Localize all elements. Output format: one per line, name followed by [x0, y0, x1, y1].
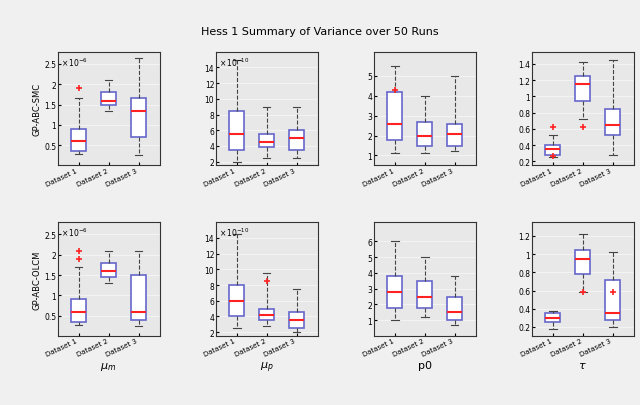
- Text: Hess 1 Summary of Variance over 50 Runs: Hess 1 Summary of Variance over 50 Runs: [201, 26, 439, 36]
- PathPatch shape: [387, 276, 403, 308]
- PathPatch shape: [100, 93, 116, 105]
- X-axis label: $\mu_m$: $\mu_m$: [100, 360, 116, 372]
- PathPatch shape: [289, 313, 305, 328]
- Text: $\times\,10^{-6}$: $\times\,10^{-6}$: [61, 226, 88, 239]
- PathPatch shape: [417, 122, 433, 146]
- PathPatch shape: [387, 92, 403, 140]
- PathPatch shape: [259, 309, 275, 320]
- PathPatch shape: [575, 250, 591, 275]
- X-axis label: p0: p0: [418, 360, 431, 370]
- PathPatch shape: [229, 285, 244, 317]
- PathPatch shape: [259, 135, 275, 148]
- X-axis label: $\tau$: $\tau$: [579, 360, 587, 370]
- PathPatch shape: [545, 146, 561, 156]
- PathPatch shape: [447, 124, 462, 146]
- PathPatch shape: [71, 300, 86, 322]
- PathPatch shape: [100, 263, 116, 277]
- PathPatch shape: [417, 281, 433, 308]
- Y-axis label: GP-ABC-SMC: GP-ABC-SMC: [32, 83, 42, 136]
- PathPatch shape: [229, 111, 244, 150]
- PathPatch shape: [575, 77, 591, 101]
- Text: $\times\,10^{-10}$: $\times\,10^{-10}$: [219, 226, 249, 239]
- PathPatch shape: [71, 130, 86, 152]
- Text: $\times\,10^{-10}$: $\times\,10^{-10}$: [219, 56, 249, 68]
- PathPatch shape: [605, 109, 620, 136]
- Text: $\times\,10^{-6}$: $\times\,10^{-6}$: [61, 56, 88, 68]
- PathPatch shape: [605, 280, 620, 320]
- PathPatch shape: [447, 297, 462, 320]
- PathPatch shape: [289, 131, 305, 150]
- PathPatch shape: [131, 275, 147, 320]
- PathPatch shape: [131, 99, 147, 138]
- Y-axis label: GP-ABC-OLCM: GP-ABC-OLCM: [32, 250, 42, 309]
- PathPatch shape: [545, 313, 561, 322]
- X-axis label: $\mu_p$: $\mu_p$: [260, 360, 273, 374]
